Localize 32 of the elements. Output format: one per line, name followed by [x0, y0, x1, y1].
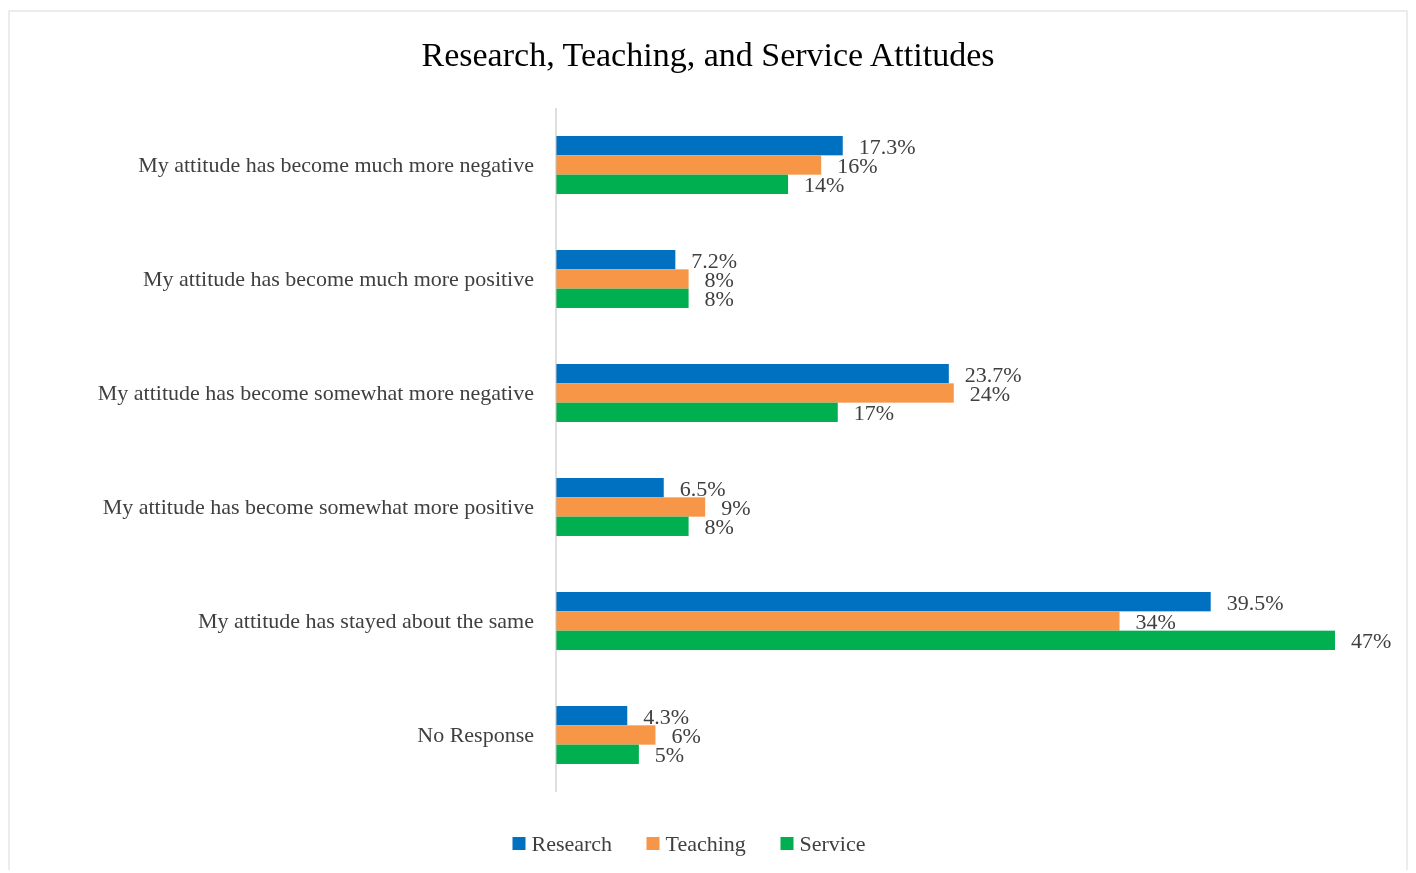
bar — [556, 630, 1335, 650]
bar — [556, 174, 789, 194]
data-label: 34% — [1135, 609, 1176, 634]
legend-label: Teaching — [665, 831, 746, 856]
y-tick-label: My attitude has stayed about the same — [197, 608, 534, 633]
bar — [556, 497, 706, 517]
y-tick-label: No Response — [417, 722, 534, 747]
y-tick-label: My attitude has become somewhat more positive — [102, 494, 534, 519]
bar — [556, 136, 843, 156]
bar — [556, 478, 664, 498]
bar — [556, 269, 689, 289]
data-label: 39.5% — [1226, 589, 1284, 615]
y-tick-label: My attitude has become much more positive — [142, 266, 534, 291]
bar — [556, 383, 954, 403]
legend-label: Research — [531, 831, 613, 856]
bar — [556, 155, 822, 175]
data-label: 17% — [853, 400, 895, 426]
bar — [556, 592, 1211, 612]
bar — [556, 250, 676, 270]
bar — [556, 706, 628, 726]
bar — [556, 516, 689, 536]
bar — [556, 744, 639, 764]
legend-label: Service — [799, 831, 866, 856]
bar — [556, 364, 949, 384]
y-tick-label: My attitude has become much more negative — [138, 152, 534, 177]
bar — [556, 611, 1120, 631]
bar — [556, 725, 656, 745]
bar — [556, 402, 838, 422]
bar — [556, 288, 689, 308]
y-tick-label: My attitude has become somewhat more negative — [97, 380, 534, 405]
data-label: 47% — [1351, 628, 1392, 654]
chart-title: Research, Teaching, and Service Attitudes — [421, 36, 995, 73]
